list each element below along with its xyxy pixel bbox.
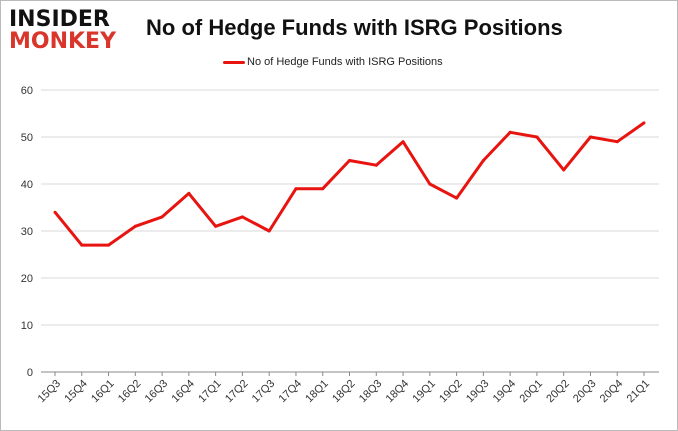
data-point — [133, 224, 137, 228]
data-point — [455, 196, 459, 200]
legend-swatch — [223, 60, 245, 64]
x-tick-label: 16Q2 — [116, 378, 144, 406]
x-tick-label: 17Q3 — [250, 378, 278, 406]
legend-label: No of Hedge Funds with ISRG Positions — [247, 56, 443, 68]
data-point — [267, 229, 271, 233]
data-point — [481, 159, 485, 162]
data-point — [588, 135, 592, 139]
x-tick-label: 19Q1 — [410, 378, 438, 406]
data-point — [535, 135, 539, 139]
x-tick-label: 17Q1 — [196, 378, 224, 406]
x-tick-label: 16Q4 — [169, 378, 197, 406]
data-point — [642, 121, 646, 125]
data-point — [214, 224, 218, 228]
data-point — [80, 243, 84, 247]
data-point — [294, 187, 298, 191]
x-tick-label: 20Q1 — [518, 378, 546, 406]
data-point — [615, 140, 619, 144]
data-point — [107, 243, 111, 247]
y-tick-label: 0 — [27, 367, 33, 379]
x-tick-label: 19Q3 — [464, 378, 492, 406]
y-tick-label: 10 — [21, 320, 33, 332]
x-tick-label: 15Q3 — [36, 378, 64, 406]
x-tick-label: 20Q3 — [571, 378, 599, 406]
insider-monkey-logo: INSIDER MONKEY — [9, 9, 116, 53]
data-point — [508, 130, 512, 134]
data-point — [374, 163, 378, 167]
x-tick-label: 18Q4 — [384, 378, 412, 406]
legend: No of Hedge Funds with ISRG Positions — [223, 56, 443, 68]
x-tick-label: 20Q2 — [544, 378, 572, 406]
y-tick-label: 30 — [21, 226, 33, 238]
chart-title: No of Hedge Funds with ISRG Positions — [146, 15, 563, 40]
x-tick-label: 20Q4 — [598, 378, 626, 406]
data-point — [401, 140, 405, 144]
x-tick-label: 17Q2 — [223, 378, 251, 406]
x-tick-label: 17Q4 — [277, 378, 305, 406]
data-point — [187, 191, 191, 195]
x-tick-label: 18Q3 — [357, 378, 385, 406]
y-tick-label: 40 — [21, 179, 33, 191]
x-tick-label: 19Q2 — [437, 378, 465, 406]
logo-line2: MONKEY — [9, 29, 117, 54]
x-tick-label: 16Q3 — [143, 378, 171, 406]
x-tick-label: 19Q4 — [491, 378, 519, 406]
x-tick-label: 21Q1 — [625, 378, 653, 406]
data-point — [160, 215, 164, 219]
x-tick-label: 18Q2 — [330, 378, 358, 406]
logo-line1: INSIDER — [9, 7, 110, 32]
data-point — [321, 187, 325, 191]
data-point — [53, 210, 57, 214]
data-point — [240, 215, 244, 219]
y-tick-label: 60 — [21, 85, 33, 97]
data-point — [562, 168, 566, 172]
data-point — [348, 159, 351, 162]
x-tick-label: 15Q4 — [62, 378, 90, 406]
x-tick-label: 16Q1 — [89, 378, 117, 406]
y-tick-label: 50 — [21, 132, 33, 144]
x-tick-label: 18Q1 — [303, 378, 331, 406]
data-point — [428, 182, 432, 186]
y-tick-label: 20 — [21, 273, 33, 285]
